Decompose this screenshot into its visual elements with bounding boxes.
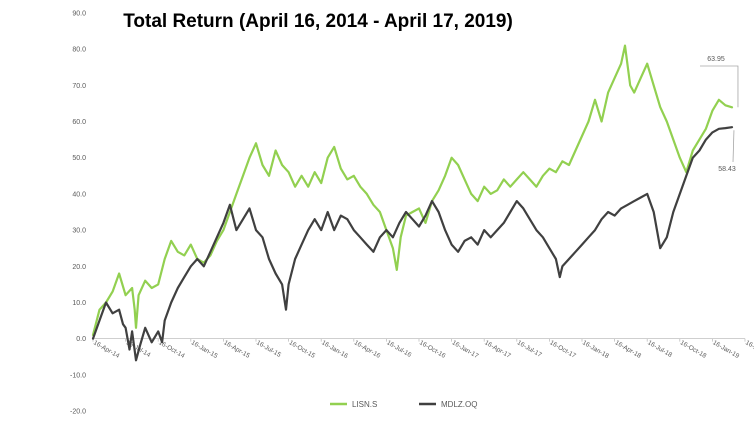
annotation-leader-line	[700, 65, 739, 108]
x-tick-label: 16-Oct-16	[418, 339, 447, 360]
y-tick-label: 20.0	[72, 264, 86, 271]
x-tick-label: 16-Oct-18	[679, 339, 708, 360]
x-tick-label: 16-Jan-17	[451, 339, 480, 360]
y-tick-label: -20.0	[70, 409, 86, 416]
end-value-label: 63.95	[707, 56, 725, 63]
y-tick-label: 10.0	[72, 300, 86, 307]
x-tick-label: 16-Jan-15	[190, 339, 219, 360]
series-line-lisn-s	[91, 44, 734, 337]
x-tick-label: 16-Jul-16	[385, 339, 412, 359]
y-tick-label: 0.0	[76, 336, 86, 343]
annotation-leader-line	[732, 130, 735, 163]
end-value-label: 58.43	[718, 166, 736, 173]
x-tick-label: 16-Jan-16	[320, 339, 349, 360]
x-tick-label: 16-Apr-16	[353, 339, 382, 360]
chart-legend: LISN.S MDLZ.OQ	[330, 400, 477, 409]
x-tick-label: 16-Jul-18	[646, 339, 673, 359]
y-tick-label: 90.0	[72, 11, 86, 18]
x-tick-label: 16-Apr-14	[92, 339, 121, 360]
x-tick-label: 16-Jan-18	[581, 339, 610, 360]
x-tick-label: 16-Apr-15	[222, 339, 251, 360]
x-tick-label: 16-Jul-15	[255, 339, 282, 359]
y-tick-label: 70.0	[72, 83, 86, 90]
y-tick-label: 80.0	[72, 47, 86, 54]
y-tick-label: 40.0	[72, 191, 86, 198]
legend-label: MDLZ.OQ	[441, 400, 477, 409]
y-tick-label: 50.0	[72, 155, 86, 162]
y-tick-label: 60.0	[72, 119, 86, 126]
end-value-annotations: 63.95 58.43	[700, 56, 739, 173]
series-layer	[91, 44, 734, 362]
x-tick-label: 16-Apr-18	[614, 339, 643, 360]
x-tick-label: 16-Apr-17	[483, 339, 512, 360]
y-tick-label: -10.0	[70, 372, 86, 379]
legend-label: LISN.S	[352, 400, 377, 409]
series-line-mdlz-oq	[91, 126, 734, 362]
y-tick-label: 30.0	[72, 228, 86, 235]
x-axis: 16-Apr-14 16-Jul-14 16-Oct-14 16-Jan-15 16-A…	[92, 338, 754, 360]
x-tick-label: 16-Jul-17	[516, 339, 543, 359]
x-tick-label: 16-Jan-19	[711, 339, 740, 360]
x-tick-label: 16-Apr-19	[744, 339, 754, 360]
x-tick-label: 16-Oct-17	[548, 339, 577, 360]
x-tick-label: 16-Oct-15	[288, 339, 317, 360]
chart-title: Total Return (April 16, 2014 - April 17,…	[123, 11, 513, 32]
